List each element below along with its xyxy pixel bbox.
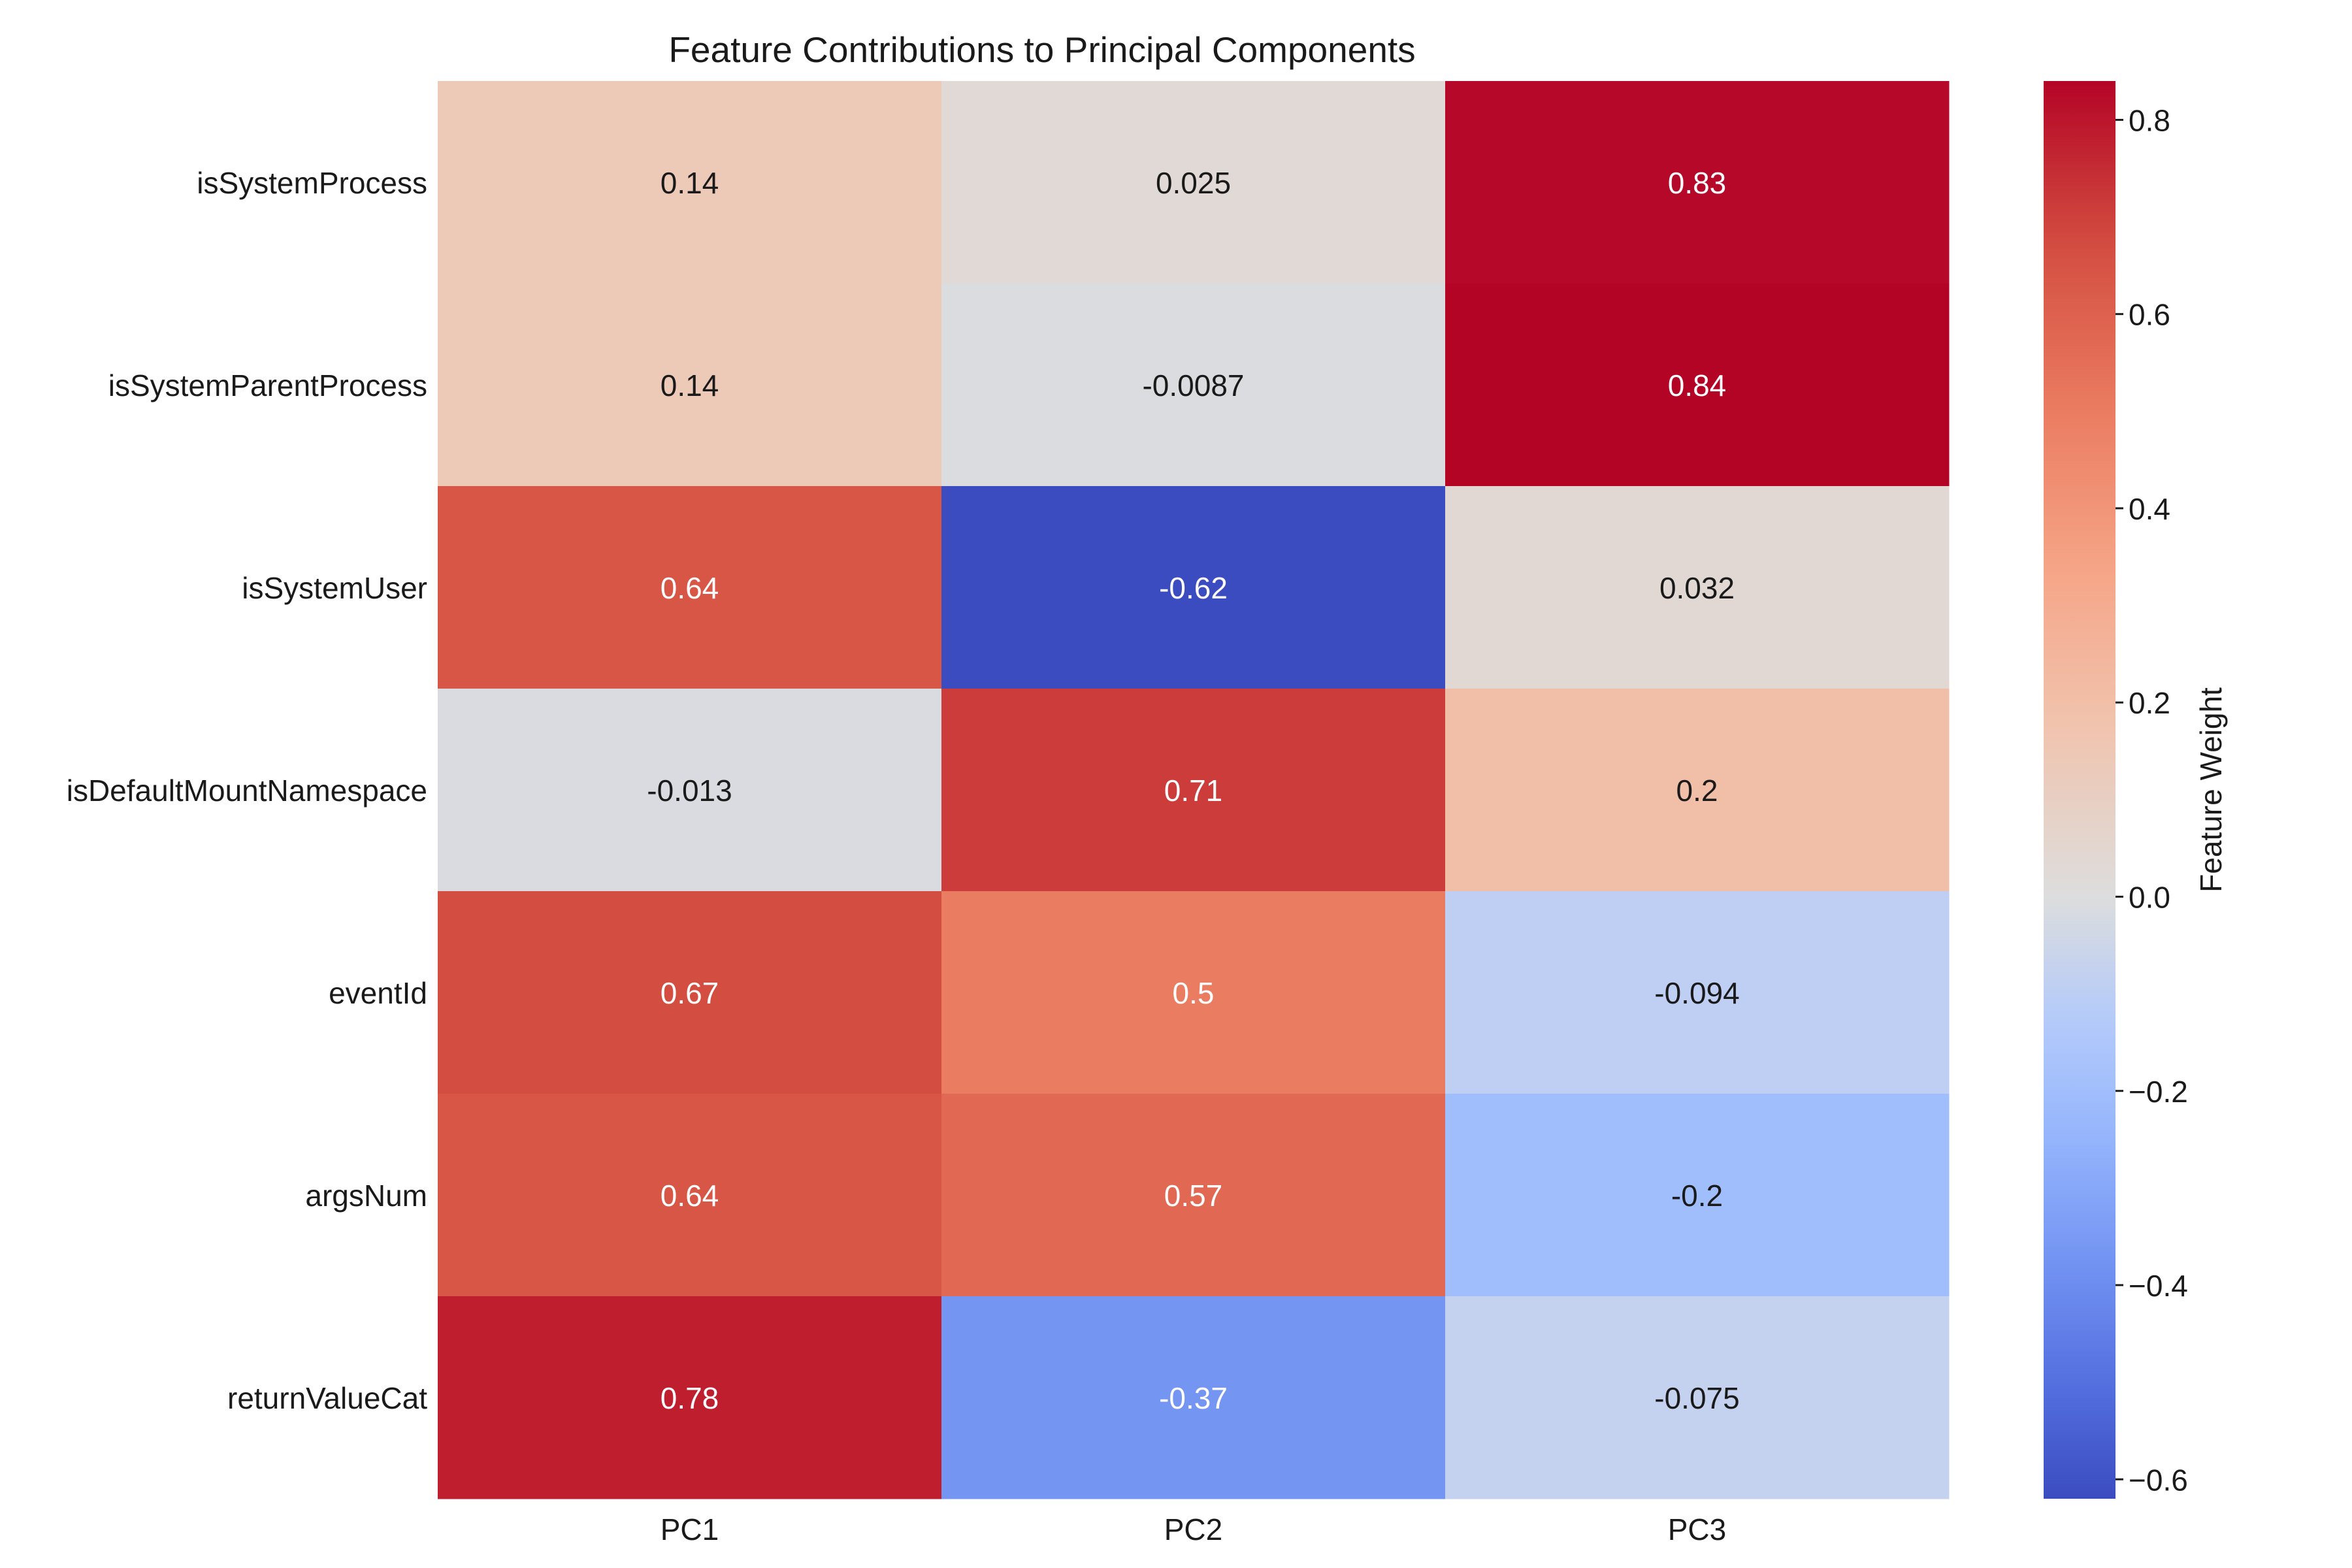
cell-value-label: -0.075	[1654, 1381, 1739, 1415]
heatmap-cell	[438, 284, 942, 487]
column-tick-label: PC3	[1668, 1512, 1726, 1546]
row-tick-label: isSystemProcess	[197, 166, 427, 200]
heatmap-cells	[438, 81, 1950, 1499]
colorbar-tick-label: 0.0	[2129, 880, 2170, 914]
heatmap-cell	[941, 1296, 1446, 1499]
row-tick-label: returnValueCat	[227, 1381, 427, 1415]
cell-value-label: 0.78	[661, 1381, 719, 1415]
heatmap-cell	[941, 81, 1446, 284]
heatmap-cell	[941, 284, 1446, 487]
row-tick-labels: isSystemProcess isSystemParentProcess isSy…	[67, 166, 427, 1415]
cell-value-label: -0.0087	[1142, 368, 1244, 402]
cell-value-label: 0.14	[661, 368, 719, 402]
cell-value-label: 0.14	[661, 166, 719, 200]
heatmap-cell	[438, 81, 942, 284]
cell-value-label: -0.2	[1671, 1179, 1723, 1213]
colorbar-gradient	[2044, 81, 2115, 1499]
colorbar-tick-label: −0.4	[2129, 1269, 2188, 1303]
colorbar-tick-label: 0.8	[2129, 103, 2170, 137]
cell-value-label: 0.64	[661, 571, 719, 605]
cell-value-label: 0.5	[1173, 976, 1215, 1010]
row-tick-label: isSystemParentProcess	[108, 368, 427, 402]
colorbar-tick-label: 0.2	[2129, 686, 2170, 720]
heatmap-cell	[438, 486, 942, 689]
cell-value-label: 0.2	[1676, 774, 1718, 808]
heatmap-cell	[1445, 81, 1950, 284]
heatmap-cell	[941, 689, 1446, 892]
colorbar-tick-label: 0.4	[2129, 492, 2170, 526]
cell-value-label: 0.84	[1668, 368, 1727, 402]
heatmap-cell	[941, 1094, 1446, 1297]
cell-value-label: 0.71	[1164, 774, 1223, 808]
heatmap-cell	[1445, 486, 1950, 689]
colorbar-tick-label: −0.2	[2129, 1075, 2188, 1109]
cell-value-label: -0.013	[647, 774, 732, 808]
cell-value-label: 0.67	[661, 976, 719, 1010]
colorbar: −0.6 −0.4 −0.2 0.0 0.2 0.4 0.6 0.8	[2044, 81, 2188, 1499]
cell-value-label: 0.83	[1668, 166, 1727, 200]
cell-value-label: -0.37	[1159, 1381, 1228, 1415]
cell-value-label: -0.62	[1159, 571, 1228, 605]
heatmap-cell	[438, 689, 942, 892]
column-tick-labels: PC1 PC2 PC3	[661, 1512, 1726, 1546]
heatmap-cell	[1445, 284, 1950, 487]
column-tick-label: PC2	[1164, 1512, 1222, 1546]
cell-value-label: 0.64	[661, 1179, 719, 1213]
heatmap-cell	[1445, 1296, 1950, 1499]
cell-value-label: 0.032	[1659, 571, 1735, 605]
heatmap-cell	[1445, 1094, 1950, 1297]
heatmap-cell	[941, 891, 1446, 1094]
cell-value-label: 0.57	[1164, 1179, 1223, 1213]
row-tick-label: eventId	[329, 976, 427, 1010]
colorbar-tick-label: 0.6	[2129, 298, 2170, 332]
row-tick-label: isDefaultMountNamespace	[67, 774, 427, 808]
cell-value-label: -0.094	[1654, 976, 1739, 1010]
heatmap-cell-labels: 0.14 0.025 0.83 0.14 -0.0087 0.84 0.64 -0.62 0.0…	[647, 166, 1739, 1415]
heatmap-cell	[438, 891, 942, 1094]
colorbar-tick-label: −0.6	[2129, 1463, 2188, 1497]
heatmap-cell	[438, 1094, 942, 1297]
cell-value-label: 0.025	[1156, 166, 1231, 200]
heatmap-cell	[1445, 689, 1950, 892]
row-tick-label: argsNum	[305, 1179, 427, 1213]
heatmap-cell	[941, 486, 1446, 689]
row-tick-label: isSystemUser	[242, 571, 427, 605]
chart-title: Feature Contributions to Principal Compo…	[668, 29, 1415, 70]
heatmap-cell	[438, 1296, 942, 1499]
column-tick-label: PC1	[661, 1512, 719, 1546]
colorbar-label: Feature Weight	[2194, 687, 2228, 892]
heatmap-cell	[1445, 891, 1950, 1094]
